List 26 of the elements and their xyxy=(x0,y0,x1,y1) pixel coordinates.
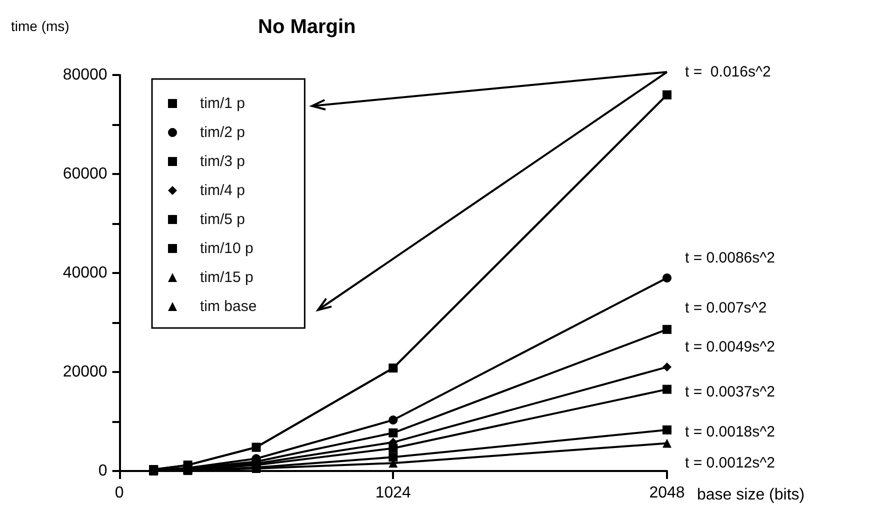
legend-label: tim/5 p xyxy=(200,211,246,228)
y-tick-label: 60000 xyxy=(62,166,108,182)
y-tick-label: 40000 xyxy=(62,264,108,282)
text: t = 0.0049s^2 xyxy=(685,338,776,356)
text: t = 0.016s^2 xyxy=(685,64,771,80)
chart-title: No Margin xyxy=(258,16,356,38)
x-tick-label: 1024 xyxy=(375,484,412,502)
y-axis-title: time (ms) xyxy=(10,18,70,34)
y-tick-label: 80000 xyxy=(62,66,108,84)
text: t = 0.0018s^2 xyxy=(685,424,776,440)
legend-label: tim/15 p xyxy=(200,269,254,286)
legend-label: tim/2 p xyxy=(200,124,246,141)
text: t = 0.0037s^2 xyxy=(685,384,776,400)
x-tick-label: 0 xyxy=(114,484,124,502)
text: t = 0.0086s^2 xyxy=(685,250,776,266)
legend-label: tim base xyxy=(200,298,257,315)
legend-label: tim/10 p xyxy=(200,240,254,257)
legend-label: tim/1 p xyxy=(200,95,246,112)
text: t = 0.0012s^2 xyxy=(685,454,776,472)
x-tick-label: 2048 xyxy=(649,484,685,502)
y-tick-label: 0 xyxy=(98,462,108,480)
legend-label: tim/3 p xyxy=(200,153,246,170)
y-tick-label: 20000 xyxy=(62,364,108,380)
x-axis-title: base size (bits) xyxy=(697,486,805,504)
legend-label: tim/4 p xyxy=(200,182,246,199)
text: t = 0.007s^2 xyxy=(685,300,767,316)
